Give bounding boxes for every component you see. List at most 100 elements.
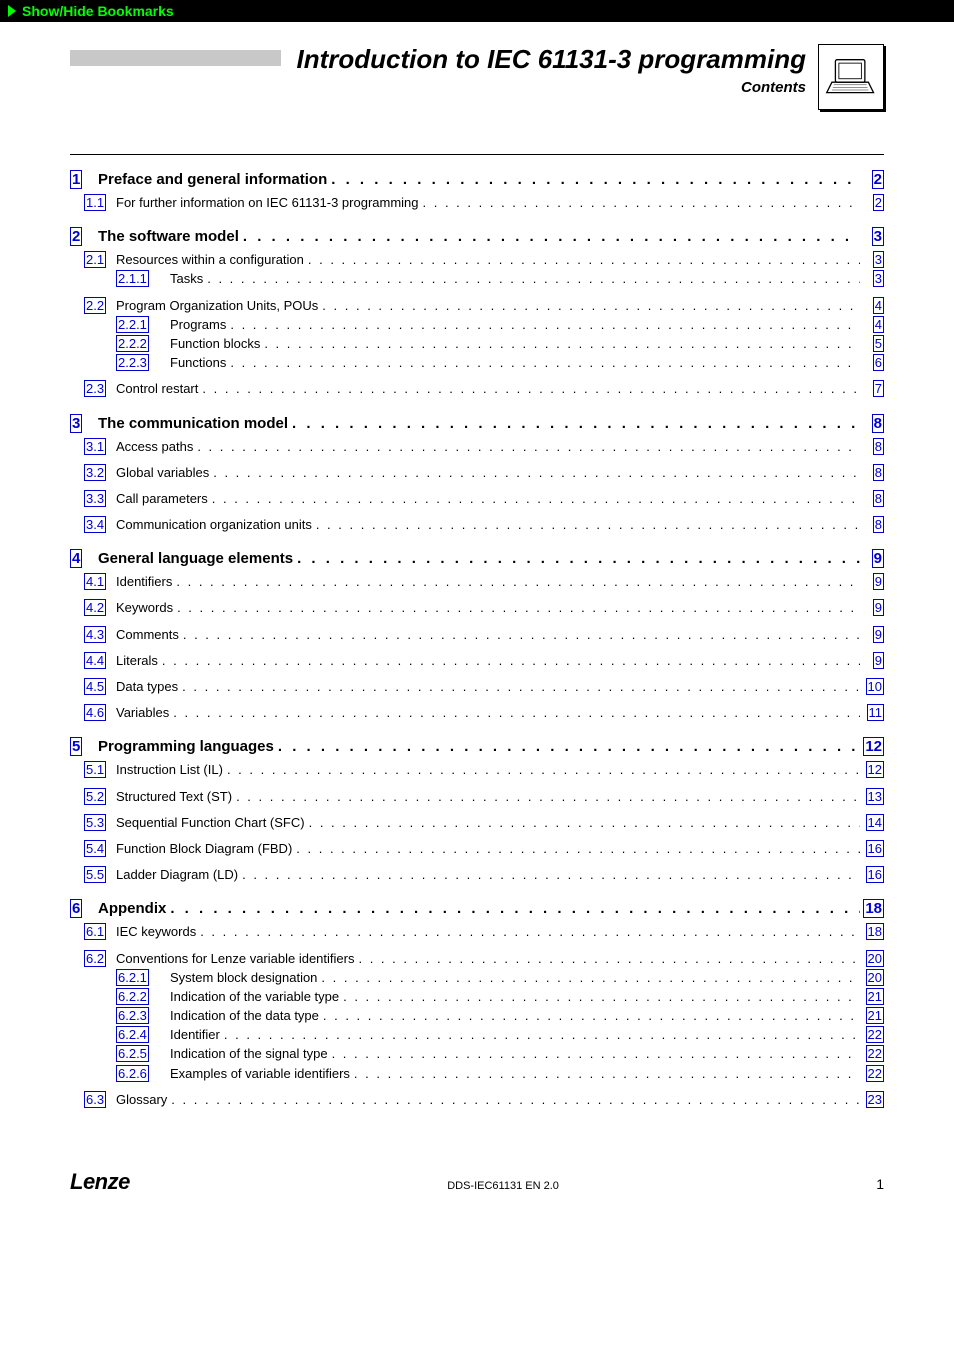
toc-title: Functions — [170, 354, 230, 372]
toc-number-link[interactable]: 4.3 — [84, 626, 106, 643]
toc-page-link[interactable]: 8 — [873, 490, 884, 507]
toc-page-link[interactable]: 6 — [873, 354, 884, 371]
toc-dots: . . . . . . . . . . . . . . . . . . . . … — [176, 573, 860, 591]
toc-title: Indication of the data type — [170, 1007, 323, 1025]
toc-title: System block designation — [170, 969, 321, 987]
toc-number-link[interactable]: 5.4 — [84, 840, 106, 857]
show-hide-bookmarks-button[interactable]: Show/Hide Bookmarks — [8, 3, 174, 19]
toc-number-link[interactable]: 1.1 — [84, 194, 106, 211]
toc-number-link[interactable]: 2.2.3 — [116, 354, 149, 371]
toc-number-link[interactable]: 2.1 — [84, 251, 106, 268]
toc-number-link[interactable]: 4.2 — [84, 599, 106, 616]
toc-page-link[interactable]: 2 — [872, 170, 884, 189]
toc-number-link[interactable]: 4 — [70, 549, 82, 568]
toc-page-link[interactable]: 18 — [866, 923, 884, 940]
toc-number-link[interactable]: 4.4 — [84, 652, 106, 669]
toc-number-link[interactable]: 6.2.3 — [116, 1007, 149, 1024]
toc-page-link[interactable]: 9 — [873, 652, 884, 669]
toc-page-link[interactable]: 9 — [872, 549, 884, 568]
toc-page-link[interactable]: 22 — [866, 1065, 884, 1082]
toc-number-link[interactable]: 6.2.4 — [116, 1026, 149, 1043]
toc-number-link[interactable]: 1 — [70, 170, 82, 189]
toc-page-link[interactable]: 8 — [873, 438, 884, 455]
toc-page-link[interactable]: 11 — [867, 704, 885, 721]
toc-number: 5.5 — [70, 866, 116, 884]
toc-page-link[interactable]: 12 — [866, 761, 884, 778]
toc-number-link[interactable]: 3.4 — [84, 516, 106, 533]
toc-page-link[interactable]: 9 — [873, 599, 884, 616]
toc-page-link[interactable]: 9 — [873, 573, 884, 590]
toc-number-link[interactable]: 2.1.1 — [116, 270, 149, 287]
toc-page-link[interactable]: 7 — [873, 380, 884, 397]
toc-number-link[interactable]: 6.2 — [84, 950, 106, 967]
toc-number-link[interactable]: 6.2.2 — [116, 988, 149, 1005]
toc-page: 8 — [860, 413, 884, 434]
toc-page-link[interactable]: 21 — [866, 988, 884, 1005]
toc-number-link[interactable]: 2.2 — [84, 297, 106, 314]
toc-page-link[interactable]: 3 — [873, 270, 884, 287]
toc-number-link[interactable]: 6.2.5 — [116, 1045, 149, 1062]
toc-number: 2.2 — [70, 297, 116, 315]
toc-number-link[interactable]: 6.2.1 — [116, 969, 149, 986]
toc-number-link[interactable]: 2.2.2 — [116, 335, 149, 352]
toc-number-link[interactable]: 6.3 — [84, 1091, 106, 1108]
toc-number-link[interactable]: 4.5 — [84, 678, 106, 695]
toc-title: Glossary — [116, 1091, 171, 1109]
toc-page-link[interactable]: 14 — [866, 814, 884, 831]
toc-title: Identifiers — [116, 573, 176, 591]
toc-page-link[interactable]: 9 — [873, 626, 884, 643]
toc-page-link[interactable]: 21 — [866, 1007, 884, 1024]
toc-number-link[interactable]: 2.2.1 — [116, 316, 149, 333]
toc-number: 4.5 — [70, 678, 116, 696]
toc-page-link[interactable]: 8 — [873, 464, 884, 481]
toc-number-link[interactable]: 5.1 — [84, 761, 106, 778]
toc-page-link[interactable]: 22 — [866, 1026, 884, 1043]
toc-page-link[interactable]: 23 — [866, 1091, 884, 1108]
toc-page: 22 — [860, 1026, 884, 1044]
toc-dots: . . . . . . . . . . . . . . . . . . . . … — [296, 840, 860, 858]
toc-page-link[interactable]: 13 — [866, 788, 884, 805]
toc-number-link[interactable]: 3.1 — [84, 438, 106, 455]
toc-page-link[interactable]: 2 — [873, 194, 884, 211]
toc-page-link[interactable]: 16 — [866, 866, 884, 883]
toc-number-link[interactable]: 4.6 — [84, 704, 106, 721]
toc-number-link[interactable]: 3 — [70, 414, 82, 433]
toc-page-link[interactable]: 22 — [866, 1045, 884, 1062]
toc-number-link[interactable]: 3.2 — [84, 464, 106, 481]
toc-number-link[interactable]: 6 — [70, 899, 82, 918]
toc-page-link[interactable]: 20 — [866, 969, 884, 986]
toc-title: Function blocks — [170, 335, 264, 353]
toc-page-link[interactable]: 18 — [863, 899, 884, 918]
toc-number-link[interactable]: 5 — [70, 737, 82, 756]
toc-number-link[interactable]: 4.1 — [84, 573, 106, 590]
toc-number-link[interactable]: 6.1 — [84, 923, 106, 940]
toc-page-link[interactable]: 16 — [866, 840, 884, 857]
toc-page-link[interactable]: 4 — [873, 316, 884, 333]
toc-number-link[interactable]: 5.3 — [84, 814, 106, 831]
toc-number-link[interactable]: 6.2.6 — [116, 1065, 149, 1082]
footer-doc-code: DDS-IEC61131 EN 2.0 — [130, 1180, 876, 1192]
toc-row: 6.2.3Indication of the data type . . . .… — [70, 1007, 884, 1025]
toc-page-link[interactable]: 3 — [872, 227, 884, 246]
toc-page-link[interactable]: 4 — [873, 297, 884, 314]
toc-number-link[interactable]: 5.2 — [84, 788, 106, 805]
toc-page-link[interactable]: 8 — [872, 414, 884, 433]
toc-page-link[interactable]: 20 — [866, 950, 884, 967]
toc-number-link[interactable]: 5.5 — [84, 866, 106, 883]
toc-page-link[interactable]: 8 — [873, 516, 884, 533]
toc-number-link[interactable]: 3.3 — [84, 490, 106, 507]
laptop-icon-box — [818, 44, 884, 110]
toc-page-link[interactable]: 10 — [866, 678, 884, 695]
toc-page: 8 — [860, 464, 884, 482]
toc-page-link[interactable]: 3 — [873, 251, 884, 268]
toc-number-link[interactable]: 2 — [70, 227, 82, 246]
toc-number: 4.4 — [70, 652, 116, 670]
toc-row: 5.5Ladder Diagram (LD) . . . . . . . . .… — [70, 866, 884, 884]
toc-row: 2.3Control restart . . . . . . . . . . .… — [70, 380, 884, 398]
toc-page-link[interactable]: 5 — [873, 335, 884, 352]
toc-page: 20 — [860, 969, 884, 987]
toc-page-link[interactable]: 12 — [863, 737, 884, 756]
toc-number-link[interactable]: 2.3 — [84, 380, 106, 397]
toc-title: Programs — [170, 316, 230, 334]
toc-title: Access paths — [116, 438, 197, 456]
